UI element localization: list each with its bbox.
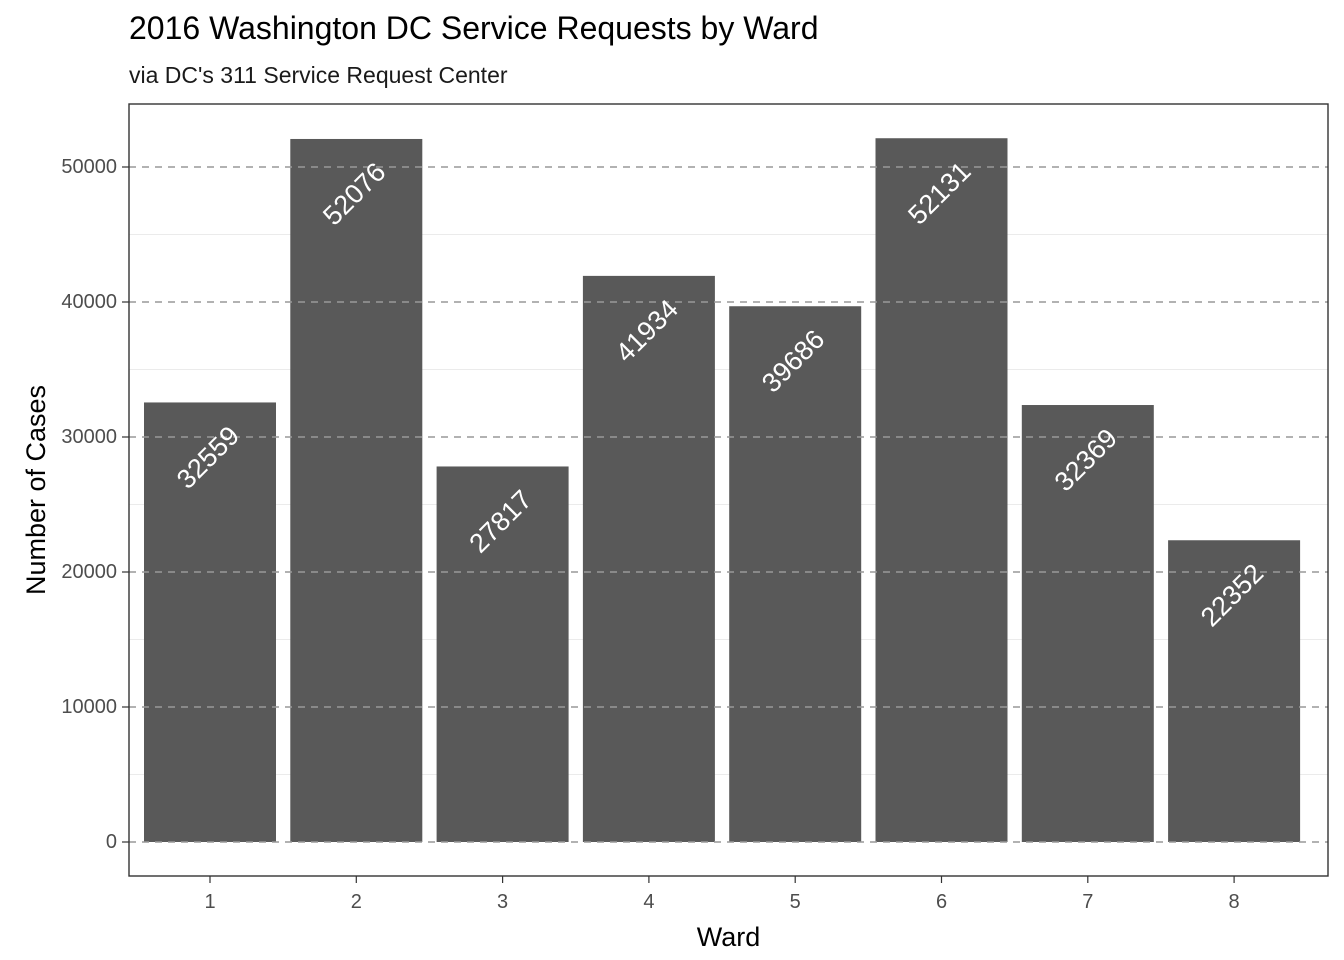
- y-tick-label: 20000: [61, 561, 117, 583]
- bar-ward-8: [1168, 540, 1301, 842]
- x-axis-ticks: 1 2 3 4 5 6 7 8: [204, 876, 1240, 913]
- bar-ward-6: [875, 138, 1008, 842]
- x-tick-label: 1: [204, 891, 215, 913]
- bar-ward-2: [290, 138, 423, 842]
- x-tick-label: 3: [497, 891, 508, 913]
- y-tick-label: 10000: [61, 696, 117, 718]
- major-gridlines: [129, 166, 1328, 843]
- x-axis-title: Ward: [697, 922, 761, 952]
- x-tick-label: 8: [1229, 891, 1240, 913]
- x-tick-label: 6: [936, 891, 947, 913]
- y-tick-label: 0: [106, 831, 117, 853]
- bars-group: [144, 138, 1301, 842]
- x-tick-label: 5: [790, 891, 801, 913]
- plot-panel-border: [128, 103, 1329, 877]
- x-tick-label: 7: [1082, 891, 1093, 913]
- bar-ward-1: [144, 402, 276, 842]
- bar-ward-5: [729, 306, 862, 842]
- y-axis-ticks: 0 10000 20000 30000 40000 50000: [61, 156, 129, 853]
- bar-ward-3: [436, 466, 569, 842]
- bar-ward-7: [1021, 405, 1154, 842]
- chart-title: 2016 Washington DC Service Requests by W…: [129, 10, 819, 46]
- y-tick-label: 30000: [61, 426, 117, 448]
- y-tick-label: 50000: [61, 156, 117, 178]
- y-tick-label: 40000: [61, 291, 117, 313]
- y-axis-title: Number of Cases: [21, 385, 51, 595]
- bar-ward-4: [582, 275, 715, 842]
- chart-subtitle: via DC's 311 Service Request Center: [129, 62, 508, 88]
- x-tick-label: 2: [351, 891, 362, 913]
- x-tick-label: 4: [643, 891, 654, 913]
